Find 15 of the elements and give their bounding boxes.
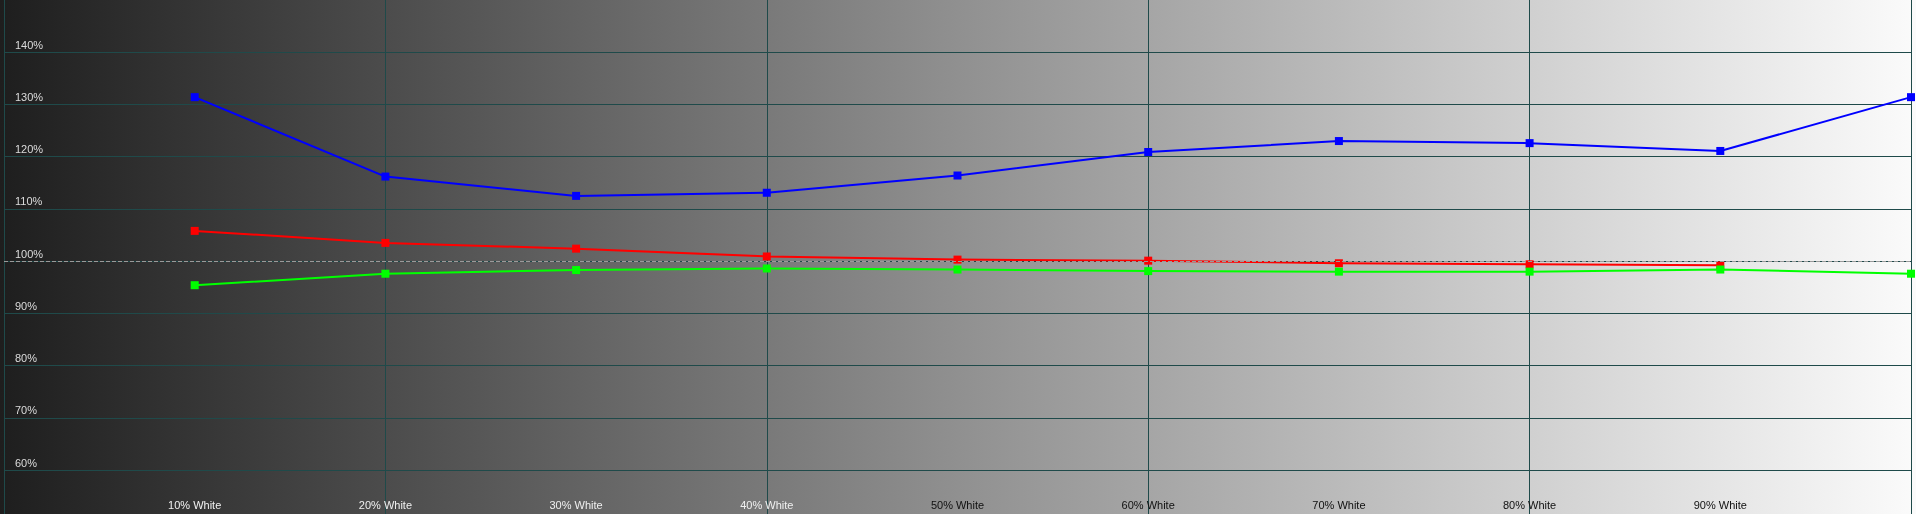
y-tick-label: 70% [15,404,38,417]
y-tick-label: 120% [15,143,44,156]
y-tick-label: 80% [15,352,38,365]
x-tick-label: 70% White [1312,498,1366,511]
x-tick-label: 10% White [168,498,222,511]
y-tick-label: 140% [15,38,44,51]
y-tick-label: 60% [15,456,38,469]
y-tick-label: 130% [15,90,44,103]
y-tick-label: 100% [15,247,44,260]
x-tick-label: 30% White [549,498,603,511]
x-tick-label: 20% White [358,498,412,511]
x-tick-label: 90% White [1693,498,1747,511]
y-tick-label: 90% [15,299,38,312]
x-tick-label: 50% White [930,498,985,511]
y-tick-label: 110% [15,195,43,208]
